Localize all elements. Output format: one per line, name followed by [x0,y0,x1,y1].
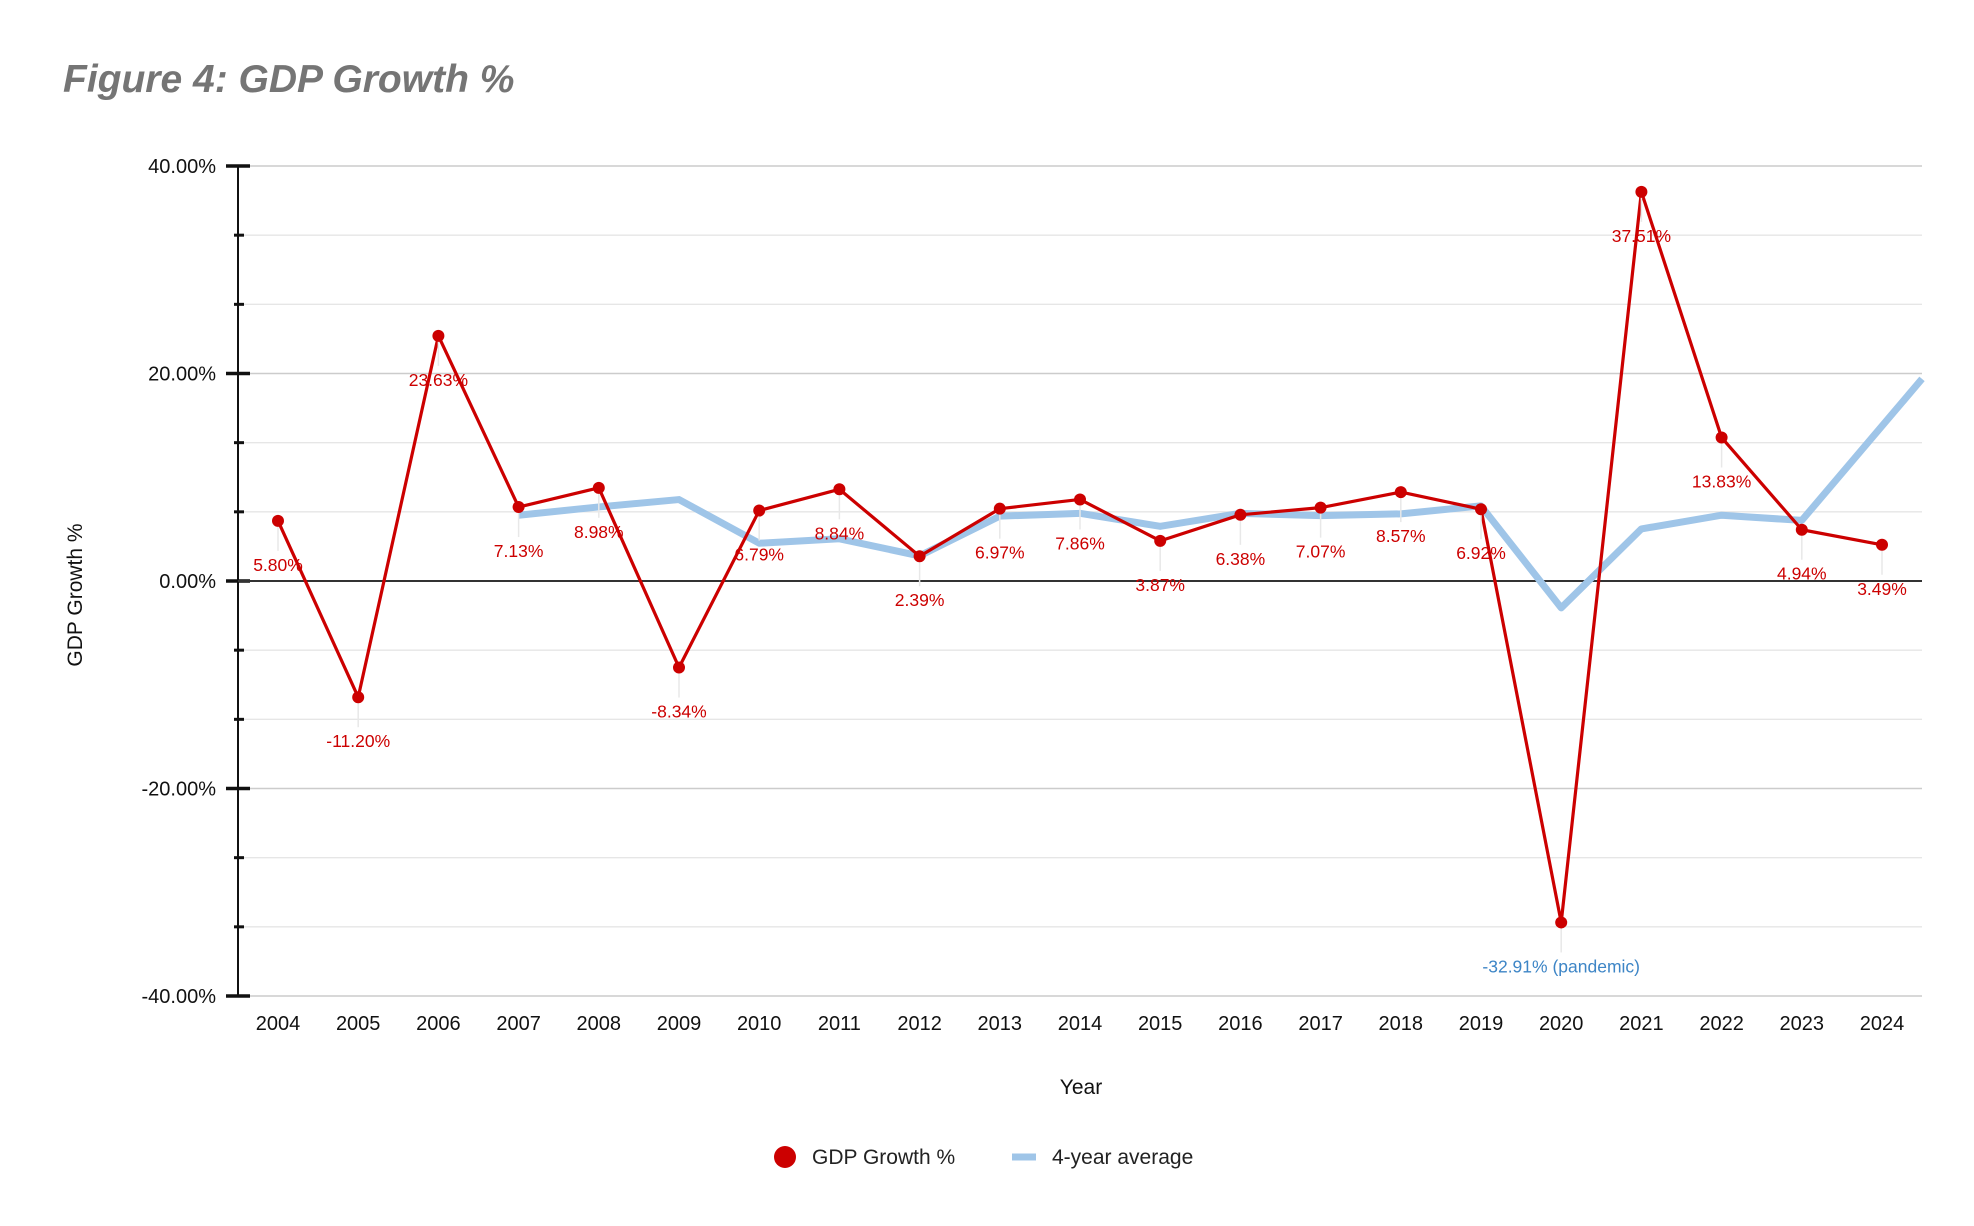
data-point [592,481,605,494]
data-point [1715,431,1728,444]
chart-title: Figure 4: GDP Growth % [63,58,515,101]
moving-average-line [518,376,1925,612]
y-axis-title: GDP Growth % [64,523,87,666]
data-label: 4.94% [1777,564,1827,584]
data-label: 37.51% [1612,226,1671,246]
data-label: 3.87% [1135,575,1185,595]
x-tick-label: 2004 [256,1013,301,1035]
data-label: 7.07% [1296,542,1346,562]
x-tick-label: 2019 [1459,1013,1504,1035]
data-label: 8.98% [574,522,624,542]
data-point [1876,538,1888,551]
x-tick-label: 2014 [1058,1013,1103,1035]
data-label: 23.63% [409,370,468,390]
x-tick-label: 2016 [1218,1013,1263,1035]
data-point [673,661,685,674]
data-point [432,329,445,342]
data-point [1394,486,1407,499]
y-tick-label: 0.00% [159,571,216,593]
x-tick-label: 2024 [1860,1013,1905,1035]
x-tick-label: 2022 [1699,1013,1744,1035]
data-point [1635,185,1648,198]
legend-average-label: 4-year average [1052,1146,1193,1169]
legend-gdp-label: GDP Growth % [812,1146,955,1169]
data-label: 6.97% [975,543,1025,563]
data-label: -8.34% [651,702,706,722]
x-tick-label: 2005 [336,1013,381,1035]
data-point [1314,501,1327,514]
x-tick-label: 2013 [978,1013,1023,1035]
data-point [1475,503,1487,516]
x-tick-label: 2007 [496,1013,541,1035]
legend-gdp-marker-icon [774,1146,796,1168]
y-tick-label: -20.00% [142,779,217,801]
data-point [272,514,284,527]
data-point [1154,534,1167,547]
data-point [833,483,846,496]
x-tick-label: 2021 [1619,1013,1664,1035]
data-point [352,691,365,704]
data-label: 7.86% [1055,533,1105,553]
data-label: -32.91% (pandemic) [1482,956,1640,976]
data-point [913,550,926,563]
data-label: 6.79% [734,545,784,565]
y-tick-label: -40.00% [142,986,217,1008]
x-axis-title: Year [1060,1076,1102,1099]
y-tick-label: 20.00% [148,364,216,386]
x-tick-label: 2017 [1298,1013,1343,1035]
data-point [993,502,1006,515]
data-label: 8.57% [1376,526,1426,546]
x-tick-label: 2018 [1379,1013,1424,1035]
data-label: 6.92% [1456,543,1506,563]
x-tick-label: 2012 [897,1013,942,1035]
data-point [512,501,525,514]
data-label: -11.20% [326,731,390,751]
x-tick-label: 2011 [818,1013,861,1035]
data-point [1795,523,1808,536]
data-point [1555,916,1568,929]
x-tick-label: 2006 [416,1013,461,1035]
data-label: 6.38% [1216,549,1266,569]
data-point [1074,493,1086,506]
x-tick-label: 2008 [577,1013,622,1035]
data-point [1234,508,1247,521]
data-label: 3.49% [1857,579,1907,599]
data-point [753,504,766,517]
x-tick-label: 2020 [1539,1013,1584,1035]
data-label: 8.84% [815,523,865,543]
data-label: 2.39% [895,590,945,610]
data-label: 7.13% [494,541,544,561]
x-tick-label: 2009 [657,1013,702,1035]
data-label: 13.83% [1692,472,1751,492]
data-label: 5.80% [253,555,303,575]
y-tick-label: 40.00% [148,156,216,178]
x-tick-label: 2023 [1780,1013,1825,1035]
x-tick-label: 2015 [1138,1013,1183,1035]
x-tick-label: 2010 [737,1013,782,1035]
